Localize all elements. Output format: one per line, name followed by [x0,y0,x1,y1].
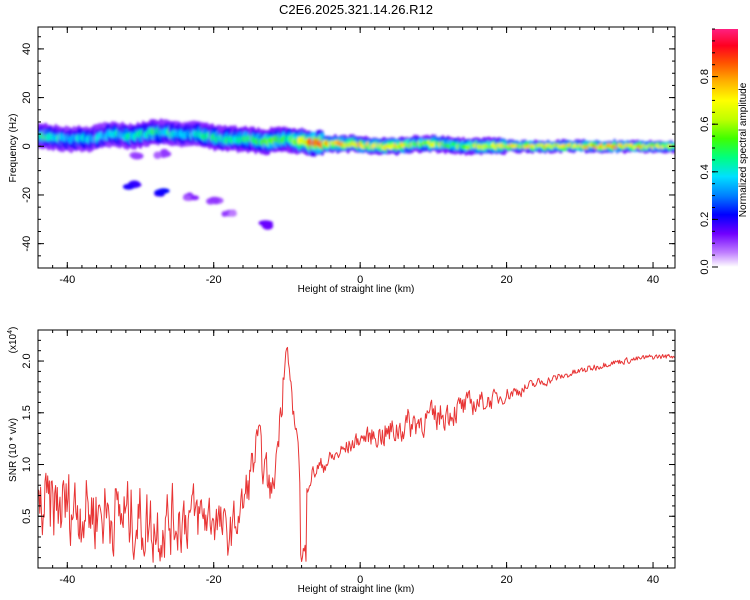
heatmap-marks [38,118,675,230]
y-tick-label: 2.0 [21,353,33,368]
y-tick-label: 0.5 [21,509,33,524]
x-tick-label: -40 [59,274,75,286]
y-tick-label: 40 [21,43,33,55]
snr-scale-label: (x104) [7,327,19,354]
y-tick-label: -20 [21,187,33,203]
colorbar-label: Normalized spectral amplitude [738,82,749,217]
chart-title: C2E6.2025.321.14.26.R12 [279,2,433,17]
snr-frame [37,329,676,569]
snr-series-line [38,346,675,563]
colorbar-tick-label: 0.6 [699,117,711,132]
x-tick-label: -20 [206,274,222,286]
colorbar: 0.0 0.2 0.4 0.6 0.8 Normalized spectral ampl… [699,28,749,275]
colorbar-tick-label: 0.4 [699,164,711,179]
heatmap-blob [212,196,220,205]
snr-y-axis-label: SNR (10 * v/v) [8,418,19,482]
heatmap-blob [262,222,274,230]
snr-y-ticks: 0.5 1.0 1.5 2.0 [21,329,675,569]
heatmap-x-axis-label: Height of straight line (km) [298,284,415,295]
heatmap-blob [122,183,135,190]
x-tick-label: 40 [647,274,659,286]
x-tick-label: -20 [206,574,222,586]
colorbar-tick-label: 0.0 [699,259,711,274]
snr-panel: -40 -20 0 20 40 0.5 1.0 1.5 2.0 Height of strai… [7,327,676,595]
colorbar-gradient [712,29,738,267]
colorbar-tick-label: 0.2 [699,212,711,227]
x-tick-label: -40 [59,574,75,586]
heatmap-y-axis-label: Frequency (Hz) [8,114,19,183]
snr-background [38,330,675,568]
colorbar-tick-label: 0.8 [699,69,711,84]
x-tick-label: 20 [500,274,512,286]
snr-scale-prefix: (x10 [8,333,19,353]
heatmap-y-ticks: -40 -20 0 20 40 [21,36,675,269]
heatmap-panel: -40 -20 0 20 40 -40 -20 0 20 40 Height of straig… [8,26,676,295]
snr-scale-suffix: ) [8,327,19,330]
x-tick-label: 0 [357,274,363,286]
svg-text:(x104): (x104) [7,327,19,354]
snr-scale-exponent: 4 [7,330,14,334]
heatmap-blob [159,148,169,157]
heatmap-blob [153,151,162,159]
y-tick-label: 0 [21,143,33,149]
heatmap-blob [190,195,200,201]
x-tick-label: 0 [357,574,363,586]
snr-x-ticks: -40 -20 0 20 40 [37,330,669,586]
x-tick-label: 20 [500,574,512,586]
snr-x-axis-label: Height of straight line (km) [298,584,415,595]
y-tick-label: 1.0 [21,457,33,472]
heatmap-blob [228,210,237,217]
y-tick-label: 1.5 [21,405,33,420]
x-tick-label: 40 [647,574,659,586]
y-tick-label: -40 [21,236,33,252]
colorbar-ticks: 0.0 0.2 0.4 0.6 0.8 [699,28,718,275]
y-tick-label: 20 [21,91,33,103]
heatmap-x-ticks: -40 -20 0 20 40 [37,27,669,286]
heatmap-blob [130,152,144,160]
heatmap-blob [154,189,166,197]
heatmap-frame [37,26,676,269]
